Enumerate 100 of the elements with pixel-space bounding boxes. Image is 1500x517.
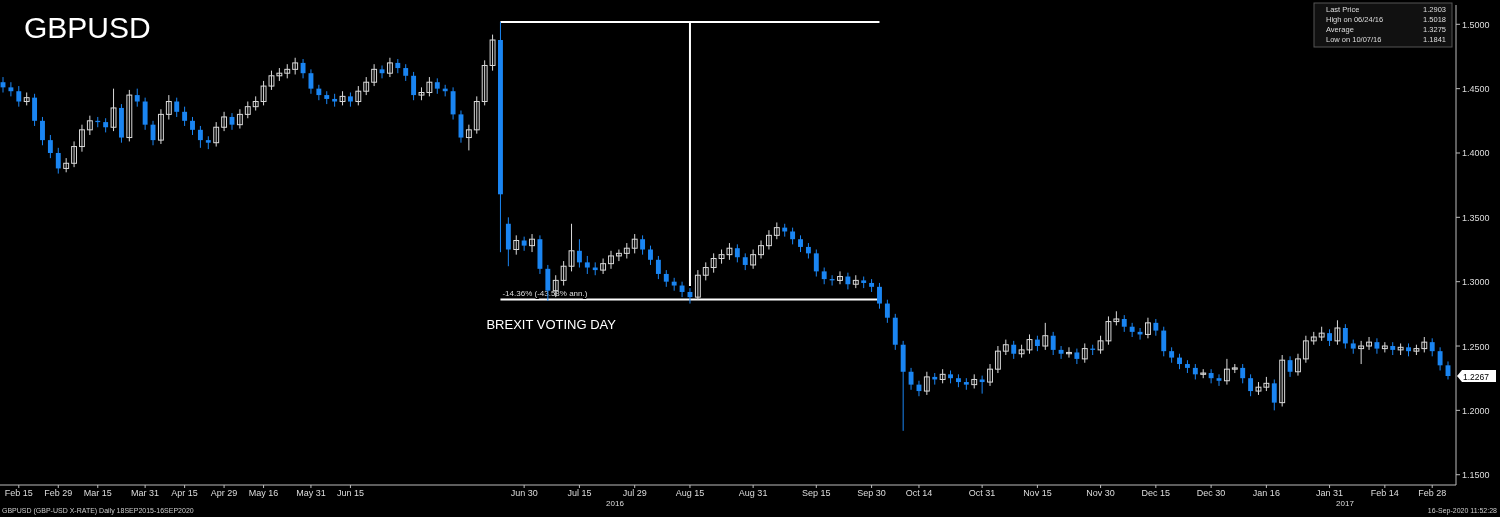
x-tick-label: Sep 15 [802, 488, 831, 498]
candlestick [47, 134, 53, 159]
x-tick-label: May 31 [296, 488, 326, 498]
candlestick [1208, 368, 1214, 384]
candlestick [1161, 326, 1167, 357]
x-tick-label: Sep 30 [857, 488, 886, 498]
candlestick [355, 85, 362, 106]
candlestick [174, 97, 180, 118]
candlestick [473, 95, 480, 135]
candlestick [8, 81, 14, 97]
candlestick [1342, 323, 1348, 350]
candlestick [576, 238, 582, 269]
candlestick [623, 242, 630, 260]
chart-title: GBPUSD [24, 11, 151, 44]
candlestick [1042, 322, 1049, 351]
candlestick [465, 124, 472, 151]
x-tick-label: Dec 15 [1141, 488, 1171, 498]
candlestick [182, 106, 188, 127]
annotation: BREXIT VOTING DAY [486, 317, 617, 332]
text: 2016 [606, 499, 625, 508]
candlestick [79, 124, 85, 153]
candlestick [994, 345, 1001, 374]
candlestick [1011, 340, 1017, 360]
y-tick-label: 1.3000 [1462, 277, 1490, 288]
y-tick-label: 1.4500 [1462, 84, 1490, 95]
candlestick [1058, 345, 1064, 360]
candlestick [1366, 336, 1372, 351]
candlestick [600, 258, 607, 275]
y-tick-label: 1.1500 [1462, 470, 1490, 481]
candlestick [608, 250, 614, 270]
candlestick [584, 255, 590, 275]
candlestick [1081, 342, 1088, 364]
candlestick [450, 86, 456, 121]
candlestick [837, 270, 843, 285]
candlestick [655, 255, 661, 280]
x-tick-label: Feb 29 [44, 488, 73, 498]
candlestick [640, 234, 646, 256]
candlestick [648, 245, 653, 266]
candlestick [236, 108, 243, 130]
candlestick [631, 233, 638, 254]
y-tick-label: 1.5000 [1462, 19, 1490, 30]
candlestick [221, 111, 228, 132]
x-tick-label: Feb 14 [1370, 488, 1399, 498]
candlestick [190, 116, 195, 136]
candlestick [213, 121, 220, 148]
candlestick [1334, 319, 1341, 346]
candlestick [1279, 354, 1286, 407]
candlestick [521, 236, 527, 252]
candlestick [765, 229, 772, 250]
x-tick-label: Feb 28 [1418, 488, 1447, 498]
y-tick-label: 1.2000 [1462, 405, 1490, 416]
candlestick [40, 116, 45, 146]
x-tick-label: Jun 15 [336, 488, 364, 498]
candlestick [371, 63, 378, 87]
candlestick [529, 233, 535, 253]
candlestick [165, 94, 172, 121]
candlestick [300, 58, 306, 79]
candlestick [86, 115, 93, 136]
candlestick [1358, 340, 1365, 365]
x-tick-label: Nov 30 [1086, 488, 1115, 498]
y-tick-label: 1.4000 [1462, 148, 1490, 159]
candlestick [694, 269, 701, 301]
annotation: 1.2267 [1463, 371, 1490, 382]
candlestick [1271, 378, 1277, 411]
candlestick [908, 367, 914, 391]
candlestick [411, 71, 417, 101]
candlestick [1240, 363, 1246, 384]
x-tick-label: Oct 14 [905, 488, 933, 498]
y-tick-label: 1.3500 [1462, 212, 1490, 223]
y-tick-label: 1.2500 [1462, 341, 1490, 352]
x-tick-label: Mar 31 [131, 488, 160, 498]
x-tick-label: Mar 15 [83, 488, 112, 498]
candlestick [884, 299, 890, 324]
candlestick [126, 89, 133, 142]
candlestick [877, 282, 882, 310]
candlestick [987, 363, 993, 387]
candlestick [1429, 337, 1435, 357]
candlestick [1223, 358, 1230, 386]
candlestick [71, 140, 78, 168]
candlestick [615, 249, 622, 262]
candlestick [750, 249, 757, 270]
candlestick [110, 88, 117, 132]
candlestick [1248, 373, 1254, 397]
x-tick-label: Aug 31 [738, 488, 768, 498]
x-tick-label: Apr 15 [171, 488, 198, 498]
x-tick-label: May 16 [248, 488, 279, 498]
candlestick [845, 272, 851, 290]
candlestick [32, 93, 38, 127]
candlestick [1287, 355, 1293, 378]
candlestick [157, 108, 164, 145]
candlestick [1302, 335, 1309, 364]
x-tick-label: Jan 31 [1316, 488, 1344, 498]
candlestick [1437, 346, 1443, 371]
x-tick-label: Dec 30 [1196, 488, 1226, 498]
candlestick [134, 88, 140, 108]
candlestick [16, 85, 22, 108]
x-tick-label: Oct 31 [968, 488, 996, 498]
candlestick [197, 125, 203, 149]
candlestick [734, 243, 740, 263]
x-tick-label: Apr 29 [210, 488, 238, 498]
